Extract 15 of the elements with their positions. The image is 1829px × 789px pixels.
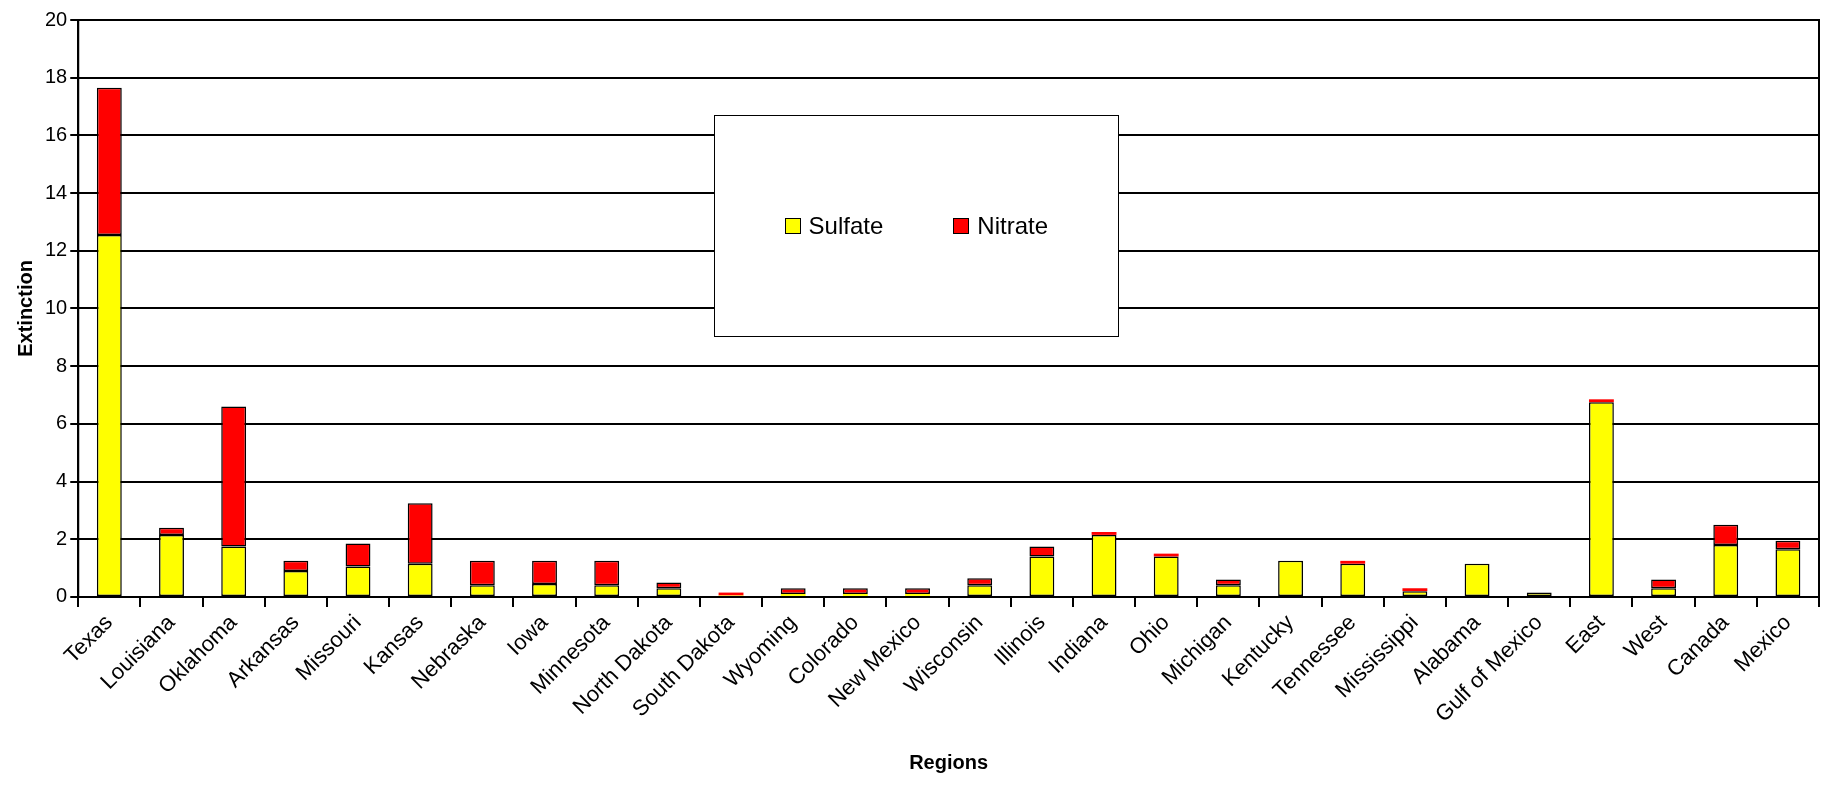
y-tick-label: 14 (45, 180, 68, 203)
y-tick-label: 20 (45, 7, 68, 30)
legend-label: Nitrate (977, 212, 1049, 240)
y-tick-label: 6 (56, 411, 68, 434)
y-tick-label: 4 (56, 469, 68, 492)
y-tick-label: 18 (45, 65, 68, 88)
legend-label: Sulfate (808, 212, 884, 240)
y-tick-label: 2 (56, 526, 68, 549)
x-axis-title: Regions (909, 750, 989, 773)
y-tick-label: 0 (56, 584, 68, 607)
y-tick-label: 16 (45, 122, 68, 145)
y-tick-label: 12 (45, 238, 68, 261)
y-tick-label: 8 (56, 353, 68, 376)
y-tick-label: 10 (45, 295, 68, 318)
y-axis-title: Extinction (13, 260, 36, 357)
